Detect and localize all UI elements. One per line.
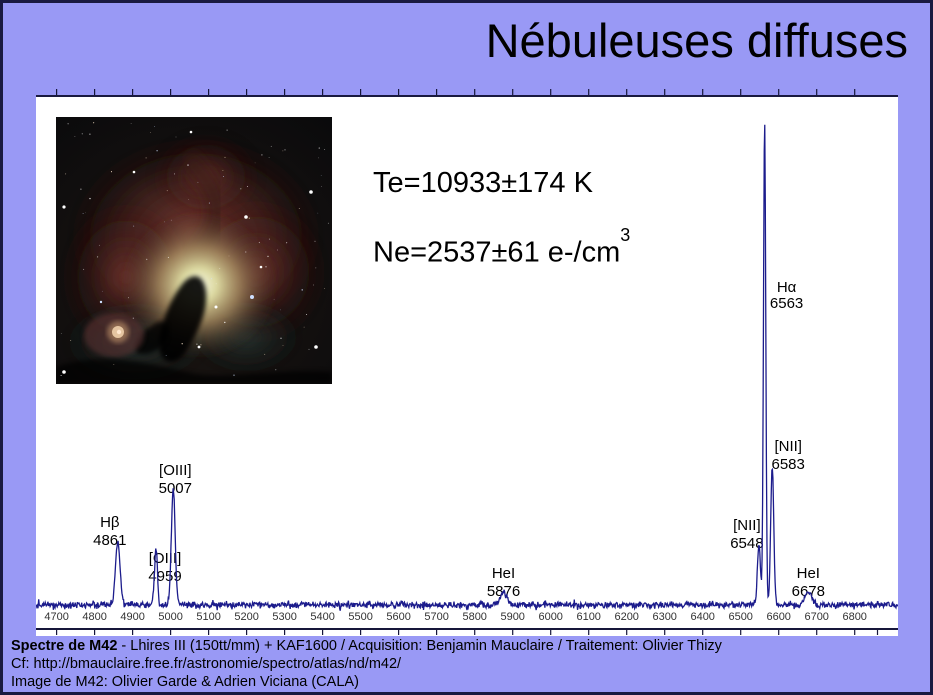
svg-text:4700: 4700	[44, 611, 68, 623]
svg-text:4861: 4861	[93, 532, 126, 549]
svg-text:5100: 5100	[196, 611, 220, 623]
svg-text:5000: 5000	[158, 611, 182, 623]
svg-text:6300: 6300	[652, 611, 676, 623]
svg-text:5500: 5500	[348, 611, 372, 623]
svg-text:6678: 6678	[792, 583, 825, 600]
svg-text:4900: 4900	[120, 611, 144, 623]
svg-text:5900: 5900	[500, 611, 524, 623]
svg-text:6800: 6800	[842, 611, 866, 623]
svg-text:[NII]: [NII]	[733, 517, 761, 534]
svg-text:[OIII]: [OIII]	[159, 462, 192, 479]
svg-text:6100: 6100	[576, 611, 600, 623]
svg-text:6700: 6700	[804, 611, 828, 623]
svg-text:5400: 5400	[310, 611, 334, 623]
svg-text:5600: 5600	[386, 611, 410, 623]
svg-text:HeI: HeI	[492, 565, 515, 582]
svg-text:HeI: HeI	[797, 565, 820, 582]
svg-text:6600: 6600	[766, 611, 790, 623]
svg-text:[NII]: [NII]	[774, 438, 802, 455]
svg-text:6563: 6563	[770, 295, 803, 312]
svg-text:5700: 5700	[424, 611, 448, 623]
svg-text:Hβ: Hβ	[100, 514, 120, 531]
svg-text:6583: 6583	[772, 456, 805, 473]
svg-text:4800: 4800	[82, 611, 106, 623]
svg-text:6500: 6500	[728, 611, 752, 623]
svg-text:5800: 5800	[462, 611, 486, 623]
svg-text:6000: 6000	[538, 611, 562, 623]
svg-text:6400: 6400	[690, 611, 714, 623]
svg-text:5300: 5300	[272, 611, 296, 623]
svg-text:5007: 5007	[159, 480, 192, 497]
svg-text:6200: 6200	[614, 611, 638, 623]
svg-text:Hα: Hα	[777, 279, 797, 296]
svg-text:5200: 5200	[234, 611, 258, 623]
